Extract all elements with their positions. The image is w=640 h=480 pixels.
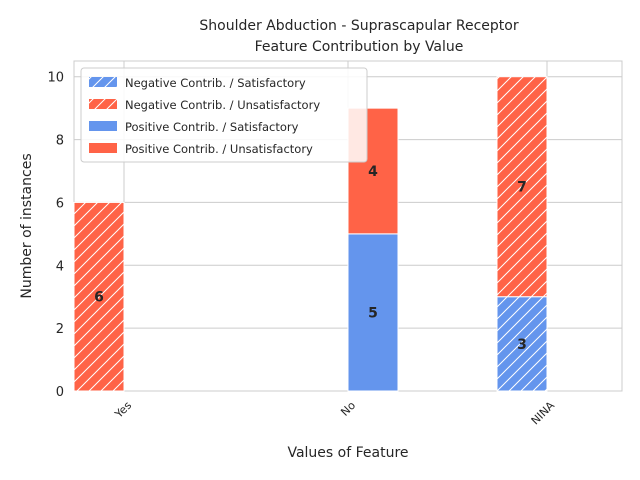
chart-title-line-2: Feature Contribution by Value bbox=[255, 39, 464, 55]
y-tick-label: 8 bbox=[56, 134, 64, 149]
legend: Negative Contrib. / Satisfactory Negative… bbox=[80, 67, 368, 163]
legend-swatch-3 bbox=[89, 143, 117, 153]
y-tick-label: 6 bbox=[56, 196, 64, 211]
bar-value-label: 6 bbox=[94, 290, 104, 306]
legend-box bbox=[80, 67, 368, 163]
x-axis-label: Values of Feature bbox=[287, 445, 408, 461]
legend-swatch-hatch bbox=[89, 77, 117, 87]
y-tick-label: 2 bbox=[56, 322, 64, 337]
bars bbox=[73, 76, 548, 392]
x-tick-label-nina: NINA bbox=[529, 399, 558, 428]
y-tick-label: 10 bbox=[47, 71, 64, 86]
y-tick-label: 0 bbox=[56, 385, 64, 400]
bar-hatch-overlay bbox=[497, 296, 547, 391]
y-axis-label: Number of instances bbox=[19, 153, 35, 298]
legend-swatch-2 bbox=[89, 121, 117, 131]
bar-value-label: 3 bbox=[517, 337, 527, 353]
bar-value-label: 4 bbox=[368, 164, 378, 180]
legend-swatch-hatch bbox=[89, 99, 117, 109]
bar-value-label: 7 bbox=[517, 180, 527, 196]
x-tick-label-yes: Yes bbox=[112, 399, 135, 422]
y-tick-label: 4 bbox=[56, 259, 64, 274]
bar-positive-no-2 bbox=[347, 233, 399, 392]
bar-hatch-overlay bbox=[497, 76, 547, 297]
x-tick-labels: Yes No NINA bbox=[112, 399, 558, 428]
chart-title-line-1: Shoulder Abduction - Suprascapular Recep… bbox=[199, 18, 518, 34]
x-tick-label-no: No bbox=[338, 399, 358, 419]
legend-label-3: Positive Contrib. / Unsatisfactory bbox=[125, 142, 313, 156]
legend-label-0: Negative Contrib. / Satisfactory bbox=[125, 76, 306, 90]
y-tick-labels: 0 2 4 6 8 10 bbox=[47, 71, 64, 400]
legend-label-2: Positive Contrib. / Satisfactory bbox=[125, 120, 299, 134]
bar-hatch-overlay bbox=[74, 202, 124, 391]
legend-label-1: Negative Contrib. / Unsatisfactory bbox=[125, 98, 320, 112]
bar-value-label: 5 bbox=[368, 305, 378, 321]
bar-labels: 3 6 7 5 4 bbox=[94, 164, 527, 353]
